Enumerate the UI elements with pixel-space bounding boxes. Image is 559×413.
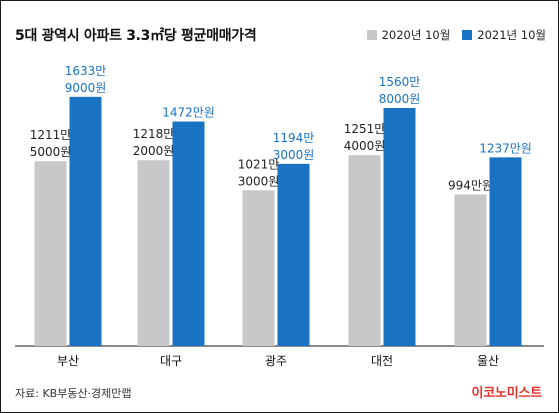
- legend-swatch-blue: [462, 30, 473, 40]
- legend-label-2021: 2021년 10월: [477, 28, 546, 42]
- data-label-2020-1-0: 1218만: [133, 127, 175, 141]
- source-note: 자료: KB부동산·경제만랩: [15, 387, 132, 400]
- category-label-3: 대전: [371, 354, 393, 368]
- category-label-2: 광주: [265, 354, 287, 368]
- legend-item-2020: 2020년 10월: [366, 27, 451, 43]
- legend-label-2020: 2020년 10월: [381, 28, 451, 42]
- data-label-2021-3-0: 1560만: [379, 75, 421, 89]
- category-label-1: 대구: [160, 354, 182, 368]
- chart-title: 5대 광역시 아파트 3.3㎡당 평균매매가격: [15, 28, 257, 44]
- data-label-2020-1-1: 2000원: [133, 144, 175, 158]
- data-label-2021-4-0: 1237만원: [479, 141, 532, 155]
- data-label-2021-2-1: 3000원: [273, 148, 315, 162]
- data-label-2021-0-0: 1633만: [65, 64, 107, 78]
- data-label-2020-3-0: 1251만: [344, 122, 386, 136]
- legend: 2020년 10월 2021년 10월: [361, 27, 546, 43]
- bar-2021-0: [69, 96, 102, 346]
- data-label-2020-2-0: 1021만: [238, 157, 280, 171]
- category-label-4: 울산: [477, 354, 499, 368]
- data-label-2021-0-1: 9000원: [65, 81, 107, 95]
- legend-swatch-gray: [366, 30, 377, 40]
- bar-2020-3: [348, 155, 381, 346]
- data-label-2020-4-0: 994만원: [448, 178, 493, 192]
- brand-logo: 이코노미스트: [471, 386, 542, 401]
- bar-2020-1: [137, 160, 170, 346]
- bar-2021-4: [489, 157, 522, 346]
- bar-2021-3: [383, 107, 416, 346]
- bar-2021-1: [172, 121, 205, 347]
- data-label-2020-0-0: 1211만: [30, 128, 72, 142]
- data-label-2020-2-1: 3000원: [238, 174, 280, 188]
- bar-2020-2: [242, 190, 275, 346]
- bar-2020-4: [454, 194, 487, 346]
- bar-2021-2: [277, 163, 310, 346]
- bar-2020-0: [34, 161, 67, 346]
- data-label-2021-3-1: 8000원: [379, 92, 421, 106]
- data-label-2020-0-1: 5000원: [30, 145, 72, 159]
- legend-item-2021: 2021년 10월: [462, 27, 546, 43]
- data-label-2021-1-0: 1472만원: [162, 106, 215, 120]
- category-label-0: 부산: [57, 354, 79, 368]
- data-label-2021-2-0: 1194만: [273, 131, 315, 145]
- data-label-2020-3-1: 4000원: [344, 139, 386, 153]
